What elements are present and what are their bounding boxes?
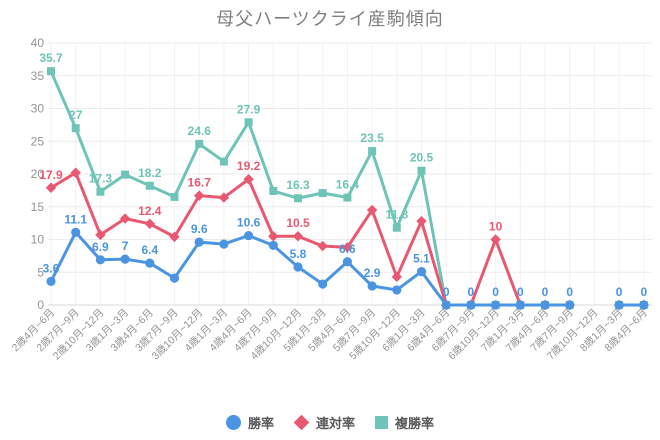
diamond-marker-icon — [293, 414, 310, 431]
point-label: 18.2 — [138, 166, 162, 180]
svg-text:40: 40 — [31, 36, 45, 50]
point-label: 0 — [640, 285, 647, 299]
chart-title: 母父ハーツクライ産駒傾向 — [216, 9, 444, 29]
point-label: 27.9 — [237, 102, 261, 116]
point-label: 20.5 — [410, 151, 434, 165]
point-label: 16.3 — [286, 178, 310, 192]
y-axis-ticks: 0 5 10 15 20 25 30 35 40 — [31, 36, 45, 312]
point-label: 0 — [542, 285, 549, 299]
point-label: 16.7 — [188, 176, 212, 190]
legend-label: 連対率 — [315, 416, 355, 431]
series-複勝率: 35.7 27 17.3 18.2 24.6 27.9 16.3 16.4 23.5 11.8 20… — [39, 51, 648, 309]
svg-text:20: 20 — [31, 167, 45, 181]
svg-text:0: 0 — [37, 298, 44, 312]
point-label: 16.4 — [336, 178, 360, 192]
series-line — [49, 230, 572, 307]
point-label: 12.4 — [138, 204, 162, 218]
svg-text:15: 15 — [31, 200, 45, 214]
point-label: 0 — [468, 285, 475, 299]
legend-item-連対率[interactable]: 連対率 — [293, 413, 355, 432]
series-line — [49, 171, 572, 307]
x-axis-ticks: 2歳4月~6月2歳7月~9月2歳10月~12月3歳1月~3月3歳4月~6月3歳7… — [10, 307, 650, 363]
series-連対率: 17.9 12.4 16.7 19.2 10.5 10 — [39, 159, 649, 311]
legend-label: 勝率 — [247, 416, 274, 431]
point-label: 3.6 — [43, 261, 60, 275]
svg-text:10: 10 — [31, 233, 45, 247]
point-label: 35.7 — [39, 51, 63, 65]
point-label: 2.9 — [364, 266, 381, 280]
point-label: 19.2 — [237, 159, 261, 173]
series-勝率: 3.6 11.1 6.9 7 6.4 9.6 10.6 5.8 6.6 2.9 5.1 0 0 0 0 0 0 0… — [43, 212, 649, 310]
point-label: 0 — [492, 285, 499, 299]
circle-marker-icon — [225, 415, 241, 430]
point-label: 23.5 — [360, 131, 384, 145]
point-label: 6.9 — [92, 240, 109, 254]
plot-area: 0 5 10 15 20 25 30 35 40 2歳4月~6月2歳7月~9月2歳10月~12月3… — [10, 36, 652, 363]
svg-text:30: 30 — [31, 102, 45, 116]
point-label: 6.4 — [141, 243, 158, 257]
legend: 勝率 連対率 複勝率 — [0, 413, 660, 432]
legend-label: 複勝率 — [395, 416, 435, 431]
legend-item-勝率[interactable]: 勝率 — [225, 413, 274, 432]
point-label: 17.9 — [39, 168, 63, 182]
point-label: 0 — [443, 285, 450, 299]
svg-text:25: 25 — [31, 134, 45, 148]
point-label: 10 — [489, 220, 503, 234]
legend-item-複勝率[interactable]: 複勝率 — [375, 413, 434, 432]
point-label: 24.6 — [188, 124, 212, 138]
point-label: 0 — [517, 285, 524, 299]
point-label: 5.8 — [290, 247, 307, 261]
point-label: 5.1 — [413, 252, 430, 266]
point-label: 17.3 — [89, 172, 113, 186]
point-label: 7 — [122, 239, 129, 253]
point-label: 0 — [616, 285, 623, 299]
svg-text:35: 35 — [31, 69, 45, 83]
point-label: 9.6 — [191, 222, 208, 236]
square-marker-icon — [375, 416, 388, 429]
point-label: 27 — [69, 108, 83, 122]
point-label: 11.8 — [385, 208, 408, 222]
point-label: 6.6 — [339, 242, 356, 256]
svg-text:5: 5 — [37, 265, 44, 279]
point-label: 10.5 — [286, 216, 310, 230]
series-line — [49, 69, 572, 307]
point-label: 0 — [566, 285, 573, 299]
point-label: 11.1 — [64, 212, 87, 226]
point-label: 10.6 — [237, 216, 261, 230]
